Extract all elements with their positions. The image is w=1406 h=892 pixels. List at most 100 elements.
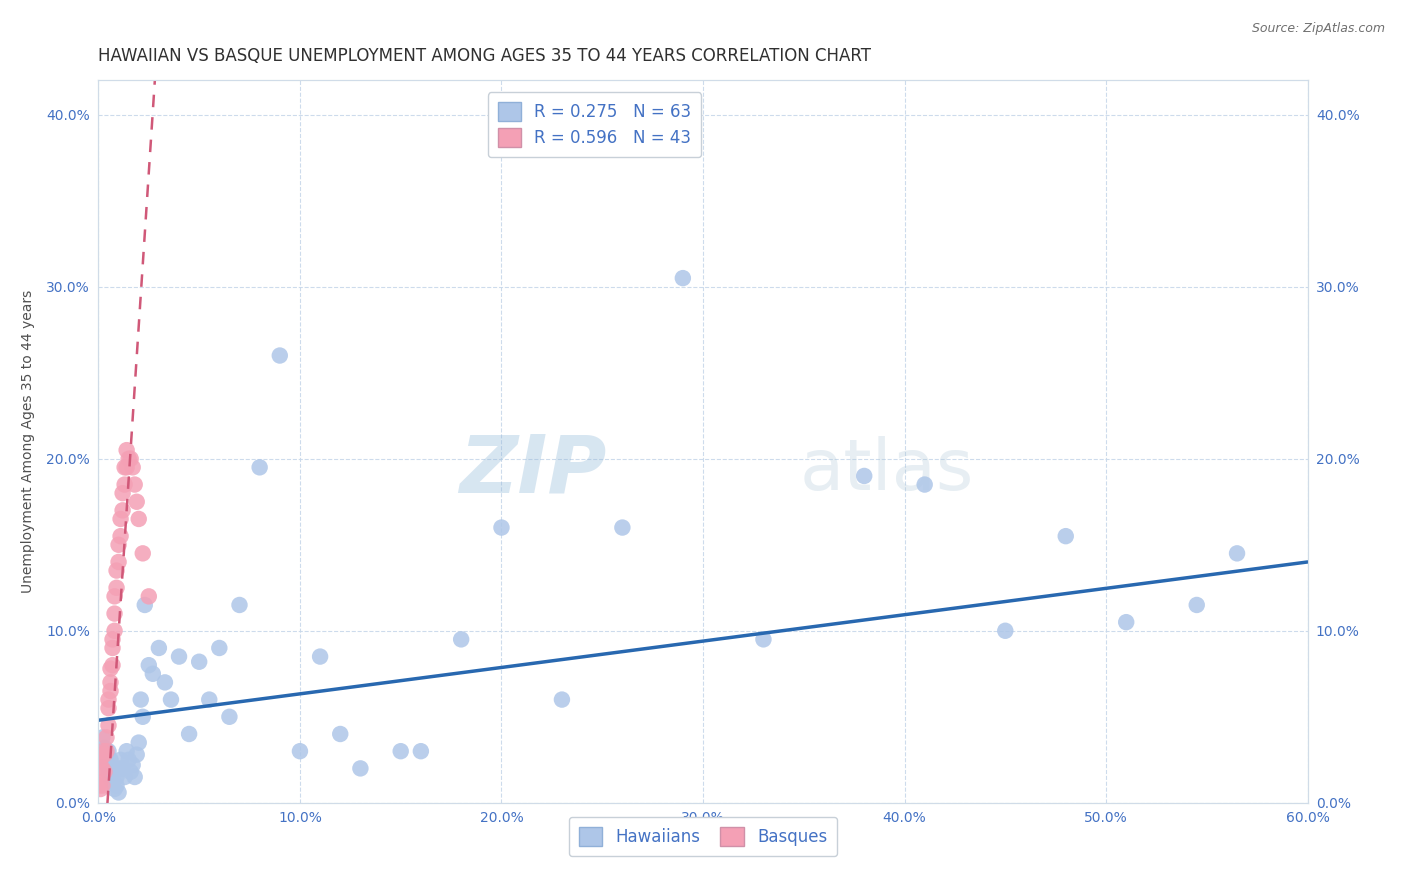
Point	[153, 675, 176, 690]
Point	[103, 607, 125, 621]
Point	[121, 460, 143, 475]
Point	[111, 761, 134, 775]
Point	[96, 747, 118, 762]
Point	[103, 782, 125, 797]
Point	[105, 779, 128, 793]
Point	[124, 477, 146, 491]
Point	[93, 753, 115, 767]
Point	[138, 590, 160, 604]
Point	[128, 735, 150, 749]
Point	[87, 779, 110, 793]
Text: Source: ZipAtlas.com: Source: ZipAtlas.com	[1251, 22, 1385, 36]
Point	[994, 624, 1017, 638]
Point	[93, 764, 115, 779]
Point	[97, 692, 120, 706]
Point	[1054, 529, 1077, 543]
Point	[118, 753, 141, 767]
Text: atlas: atlas	[800, 436, 974, 505]
Point	[349, 761, 371, 775]
Point	[228, 598, 250, 612]
Point	[208, 640, 231, 655]
Point	[111, 503, 134, 517]
Point	[107, 761, 129, 775]
Point	[249, 460, 271, 475]
Point	[752, 632, 775, 647]
Point	[288, 744, 311, 758]
Point	[114, 460, 136, 475]
Point	[179, 727, 201, 741]
Point	[121, 758, 143, 772]
Point	[120, 451, 142, 466]
Point	[100, 770, 122, 784]
Point	[107, 785, 129, 799]
Point	[96, 731, 118, 745]
Point	[100, 753, 122, 767]
Point	[103, 590, 125, 604]
Point	[914, 477, 936, 491]
Point	[409, 744, 432, 758]
Point	[672, 271, 695, 285]
Point	[97, 764, 120, 779]
Point	[114, 770, 136, 784]
Point	[124, 770, 146, 784]
Point	[167, 649, 190, 664]
Point	[129, 692, 152, 706]
Point	[118, 451, 141, 466]
Point	[89, 782, 111, 797]
Point	[114, 477, 136, 491]
Point	[389, 744, 412, 758]
Text: HAWAIIAN VS BASQUE UNEMPLOYMENT AMONG AGES 35 TO 44 YEARS CORRELATION CHART: HAWAIIAN VS BASQUE UNEMPLOYMENT AMONG AG…	[98, 47, 872, 65]
Point	[491, 520, 513, 534]
Point	[218, 710, 240, 724]
Point	[1115, 615, 1137, 630]
Point	[103, 764, 125, 779]
Point	[132, 710, 155, 724]
Point	[115, 460, 138, 475]
Point	[110, 512, 132, 526]
Point	[91, 731, 114, 745]
Point	[115, 744, 138, 758]
Point	[97, 718, 120, 732]
Text: ZIP: ZIP	[458, 432, 606, 509]
Point	[853, 469, 876, 483]
Point	[148, 640, 170, 655]
Point	[97, 744, 120, 758]
Point	[91, 744, 114, 758]
Point	[138, 658, 160, 673]
Point	[101, 658, 124, 673]
Point	[110, 529, 132, 543]
Point	[110, 753, 132, 767]
Point	[125, 494, 148, 508]
Point	[132, 546, 155, 560]
Point	[101, 632, 124, 647]
Legend: Hawaiians, Basques: Hawaiians, Basques	[568, 817, 838, 856]
Point	[142, 666, 165, 681]
Point	[107, 538, 129, 552]
Point	[269, 349, 291, 363]
Point	[1226, 546, 1249, 560]
Point	[120, 764, 142, 779]
Point	[100, 662, 122, 676]
Point	[309, 649, 332, 664]
Point	[329, 727, 352, 741]
Point	[96, 758, 118, 772]
Point	[101, 775, 124, 789]
Point	[105, 581, 128, 595]
Point	[101, 761, 124, 775]
Point	[103, 624, 125, 638]
Point	[101, 640, 124, 655]
Point	[97, 701, 120, 715]
Point	[105, 564, 128, 578]
Point	[89, 753, 111, 767]
Point	[91, 779, 114, 793]
Y-axis label: Unemployment Among Ages 35 to 44 years: Unemployment Among Ages 35 to 44 years	[21, 290, 35, 593]
Point	[93, 747, 115, 762]
Point	[89, 775, 111, 789]
Point	[115, 443, 138, 458]
Point	[105, 770, 128, 784]
Point	[450, 632, 472, 647]
Point	[93, 740, 115, 755]
Point	[107, 555, 129, 569]
Point	[91, 761, 114, 775]
Point	[125, 747, 148, 762]
